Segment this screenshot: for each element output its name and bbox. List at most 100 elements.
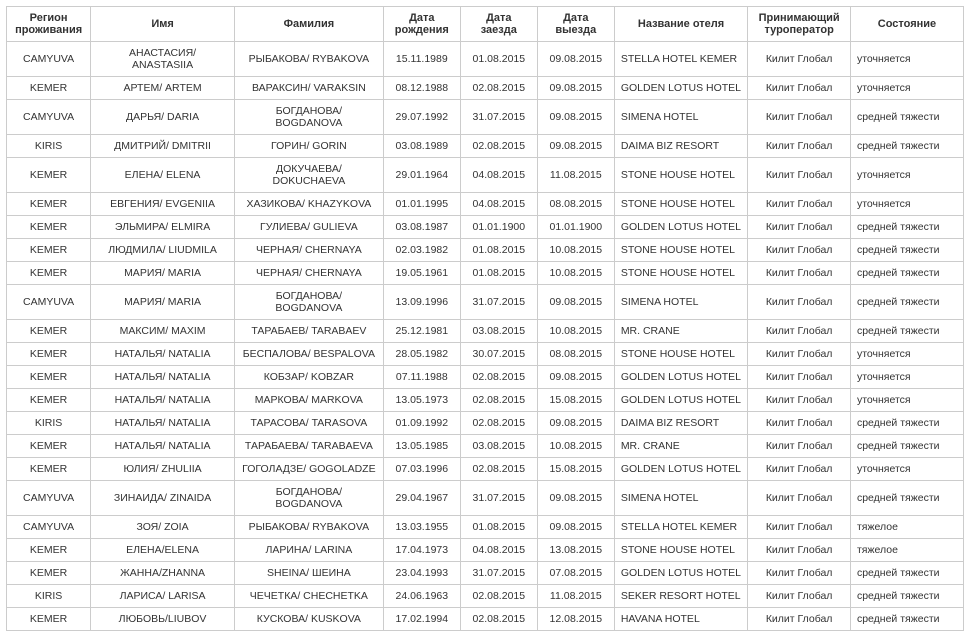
cell-checkout: 01.01.1900 [537,216,614,239]
cell-status: средней тяжести [850,100,963,135]
table-body: CAMYUVAАНАСТАСИЯ/ ANASTASIIAРЫБАКОВА/ RY… [7,42,964,631]
table-row: KIRISДМИТРИЙ/ DMITRIIГОРИН/ GORIN03.08.1… [7,135,964,158]
cell-lastname: КОБЗАР/ KOBZAR [234,366,383,389]
col-header-lastname: Фамилия [234,7,383,42]
col-header-checkin: Дата заезда [460,7,537,42]
cell-checkout: 09.08.2015 [537,77,614,100]
table-row: KEMERАРТЕМ/ ARTEMВАРАКСИН/ VARAKSIN08.12… [7,77,964,100]
cell-hotel: GOLDEN LOTUS HOTEL [614,562,747,585]
cell-lastname: SHEINA/ ШЕИНА [234,562,383,585]
cell-firstname: НАТАЛЬЯ/ NATALIA [91,389,235,412]
cell-firstname: АРТЕМ/ ARTEM [91,77,235,100]
col-header-firstname: Имя [91,7,235,42]
cell-region: KEMER [7,435,91,458]
cell-status: уточняется [850,42,963,77]
table-row: KEMERЮЛИЯ/ ZHULIIAГОГОЛАДЗЕ/ GOGOLADZE07… [7,458,964,481]
cell-checkin: 04.08.2015 [460,193,537,216]
cell-birth: 07.11.1988 [383,366,460,389]
cell-checkin: 04.08.2015 [460,158,537,193]
cell-status: уточняется [850,158,963,193]
cell-operator: Килит Глобал [748,366,851,389]
cell-status: уточняется [850,193,963,216]
cell-firstname: ЗОЯ/ ZOIA [91,516,235,539]
cell-hotel: GOLDEN LOTUS HOTEL [614,458,747,481]
cell-birth: 15.11.1989 [383,42,460,77]
cell-checkin: 31.07.2015 [460,562,537,585]
cell-status: средней тяжести [850,585,963,608]
cell-region: KEMER [7,193,91,216]
cell-lastname: ХАЗИКОВА/ KHAZYKOVA [234,193,383,216]
cell-lastname: БЕСПАЛОВА/ BESPALOVA [234,343,383,366]
cell-hotel: HAVANA HOTEL [614,608,747,631]
cell-checkout: 09.08.2015 [537,366,614,389]
col-header-operator: Принимающий туроператор [748,7,851,42]
cell-checkout: 09.08.2015 [537,42,614,77]
cell-checkout: 09.08.2015 [537,135,614,158]
cell-operator: Килит Глобал [748,158,851,193]
cell-birth: 24.06.1963 [383,585,460,608]
cell-hotel: STONE HOUSE HOTEL [614,239,747,262]
cell-firstname: НАТАЛЬЯ/ NATALIA [91,435,235,458]
cell-operator: Килит Глобал [748,562,851,585]
cell-hotel: SIMENA HOTEL [614,100,747,135]
table-row: KEMERНАТАЛЬЯ/ NATALIAКОБЗАР/ KOBZAR07.11… [7,366,964,389]
col-header-hotel: Название отеля [614,7,747,42]
cell-region: KEMER [7,562,91,585]
cell-lastname: БОГДАНОВА/ BOGDANOVA [234,481,383,516]
cell-birth: 29.01.1964 [383,158,460,193]
cell-region: KEMER [7,343,91,366]
cell-checkin: 03.08.2015 [460,435,537,458]
cell-hotel: SEKER RESORT HOTEL [614,585,747,608]
cell-status: средней тяжести [850,481,963,516]
cell-hotel: STONE HOUSE HOTEL [614,343,747,366]
cell-checkout: 13.08.2015 [537,539,614,562]
table-row: KEMERЕЛЕНА/ ELENAДОКУЧАЕВА/ DOKUCHAEVA29… [7,158,964,193]
cell-status: средней тяжести [850,239,963,262]
cell-hotel: SIMENA HOTEL [614,481,747,516]
cell-firstname: ЖАННА/ZHANNA [91,562,235,585]
cell-lastname: МАРКОВА/ MARKOVA [234,389,383,412]
cell-checkin: 02.08.2015 [460,458,537,481]
table-row: CAMYUVAЗИНАИДА/ ZINAIDAБОГДАНОВА/ BOGDAN… [7,481,964,516]
cell-operator: Килит Глобал [748,516,851,539]
table-row: KEMERЭЛЬМИРА/ ELMIRAГУЛИЕВА/ GULIEVA03.0… [7,216,964,239]
cell-operator: Килит Глобал [748,585,851,608]
cell-lastname: ТАРАСОВА/ TARASOVA [234,412,383,435]
cell-checkin: 01.08.2015 [460,42,537,77]
cell-region: CAMYUVA [7,42,91,77]
cell-operator: Килит Глобал [748,135,851,158]
cell-lastname: ВАРАКСИН/ VARAKSIN [234,77,383,100]
cell-status: средней тяжести [850,262,963,285]
cell-checkin: 04.08.2015 [460,539,537,562]
cell-region: KEMER [7,389,91,412]
cell-operator: Килит Глобал [748,608,851,631]
cell-firstname: НАТАЛЬЯ/ NATALIA [91,412,235,435]
cell-lastname: ЧЕЧЕТКА/ CHECHETKA [234,585,383,608]
cell-status: тяжелое [850,539,963,562]
cell-status: тяжелое [850,516,963,539]
cell-hotel: STELLA HOTEL KEMER [614,42,747,77]
cell-status: средней тяжести [850,216,963,239]
cell-checkout: 15.08.2015 [537,389,614,412]
cell-operator: Килит Глобал [748,100,851,135]
cell-hotel: STONE HOUSE HOTEL [614,193,747,216]
table-header: Регион проживанияИмяФамилияДата рождения… [7,7,964,42]
header-row: Регион проживанияИмяФамилияДата рождения… [7,7,964,42]
table-row: KEMERНАТАЛЬЯ/ NATALIAМАРКОВА/ MARKOVA13.… [7,389,964,412]
cell-checkin: 02.08.2015 [460,366,537,389]
cell-checkout: 09.08.2015 [537,412,614,435]
cell-birth: 01.01.1995 [383,193,460,216]
cell-birth: 13.05.1985 [383,435,460,458]
cell-operator: Килит Глобал [748,285,851,320]
cell-firstname: ДМИТРИЙ/ DMITRII [91,135,235,158]
cell-firstname: ЕВГЕНИЯ/ EVGENIIA [91,193,235,216]
cell-operator: Килит Глобал [748,412,851,435]
cell-region: KEMER [7,366,91,389]
cell-checkout: 08.08.2015 [537,343,614,366]
cell-checkout: 12.08.2015 [537,608,614,631]
cell-region: CAMYUVA [7,481,91,516]
cell-operator: Килит Глобал [748,193,851,216]
cell-operator: Килит Глобал [748,77,851,100]
table-row: CAMYUVAАНАСТАСИЯ/ ANASTASIIAРЫБАКОВА/ RY… [7,42,964,77]
cell-lastname: ДОКУЧАЕВА/ DOKUCHAEVA [234,158,383,193]
